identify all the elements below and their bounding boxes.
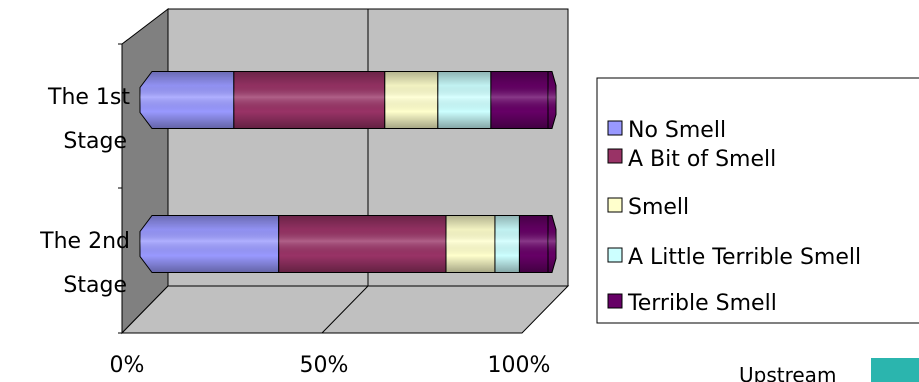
bar-shade-a-bit-of-smell-2 (278, 215, 446, 273)
legend-label-a-little-terrible-smell: A Little Terrible Smell (628, 245, 861, 270)
bars-layer (139, 71, 557, 273)
legend-swatch-no-smell (607, 120, 623, 136)
bar-shade-terrible-smell-2 (519, 215, 548, 273)
x-tick-label-100: 100% (488, 353, 551, 378)
bar-shade-a-bit-of-smell-1 (233, 71, 385, 129)
category-label-2-line1: The 2nd (39, 229, 130, 254)
bar-shade-smell-2 (446, 215, 495, 273)
x-tick-label-0: 0% (110, 353, 145, 378)
bar-shade-no-smell-1 (140, 71, 234, 129)
bar-shade-terrible-smell-1 (490, 71, 548, 129)
category-label-2-line2: Stage (63, 273, 127, 298)
bar-endcap-shade-1 (548, 71, 556, 129)
bar-shade-a-little-terrible-smell-1 (437, 71, 491, 129)
footer-accent-block (871, 358, 919, 382)
bar-endcap-shade-2 (548, 215, 556, 273)
legend-box (596, 77, 919, 324)
bar-shade-a-little-terrible-smell-2 (494, 215, 520, 273)
footer-text: Upstream (739, 363, 836, 382)
bar-shade-smell-1 (384, 71, 438, 129)
category-label-1-line1: The 1st (47, 85, 130, 110)
legend-swatch-a-little-terrible-smell (607, 247, 623, 263)
legend-label-terrible-smell: Terrible Smell (627, 291, 777, 316)
plot-side-wall (121, 7, 169, 335)
legend-swatch-smell (607, 197, 623, 213)
bar-shade-no-smell-2 (140, 215, 279, 273)
legend-label-no-smell: No Smell (628, 118, 726, 143)
legend-label-a-bit-of-smell: A Bit of Smell (628, 147, 776, 172)
gridline-floor-50 (321, 285, 369, 334)
x-tick-label-50: 50% (300, 353, 349, 378)
legend-swatch-terrible-smell (607, 293, 623, 309)
legend-swatch-a-bit-of-smell (607, 148, 623, 164)
legend: No Smell A Bit of Smell Smell A Little T… (596, 77, 919, 324)
legend-label-smell: Smell (628, 195, 689, 220)
category-label-1-line2: Stage (63, 129, 127, 154)
